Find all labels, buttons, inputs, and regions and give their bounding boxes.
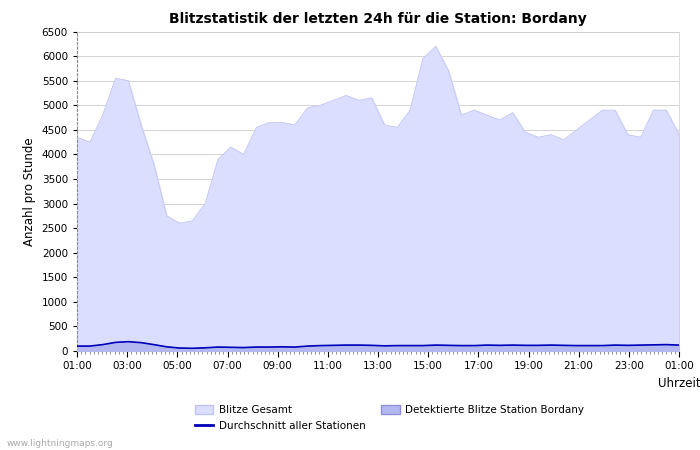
Legend: Blitze Gesamt, Durchschnitt aller Stationen, Detektierte Blitze Station Bordany: Blitze Gesamt, Durchschnitt aller Statio… [190,401,588,435]
X-axis label: Uhrzeit: Uhrzeit [658,377,700,390]
Text: www.lightningmaps.org: www.lightningmaps.org [7,439,113,448]
Title: Blitzstatistik der letzten 24h für die Station: Bordany: Blitzstatistik der letzten 24h für die S… [169,12,587,26]
Y-axis label: Anzahl pro Stunde: Anzahl pro Stunde [23,137,36,246]
